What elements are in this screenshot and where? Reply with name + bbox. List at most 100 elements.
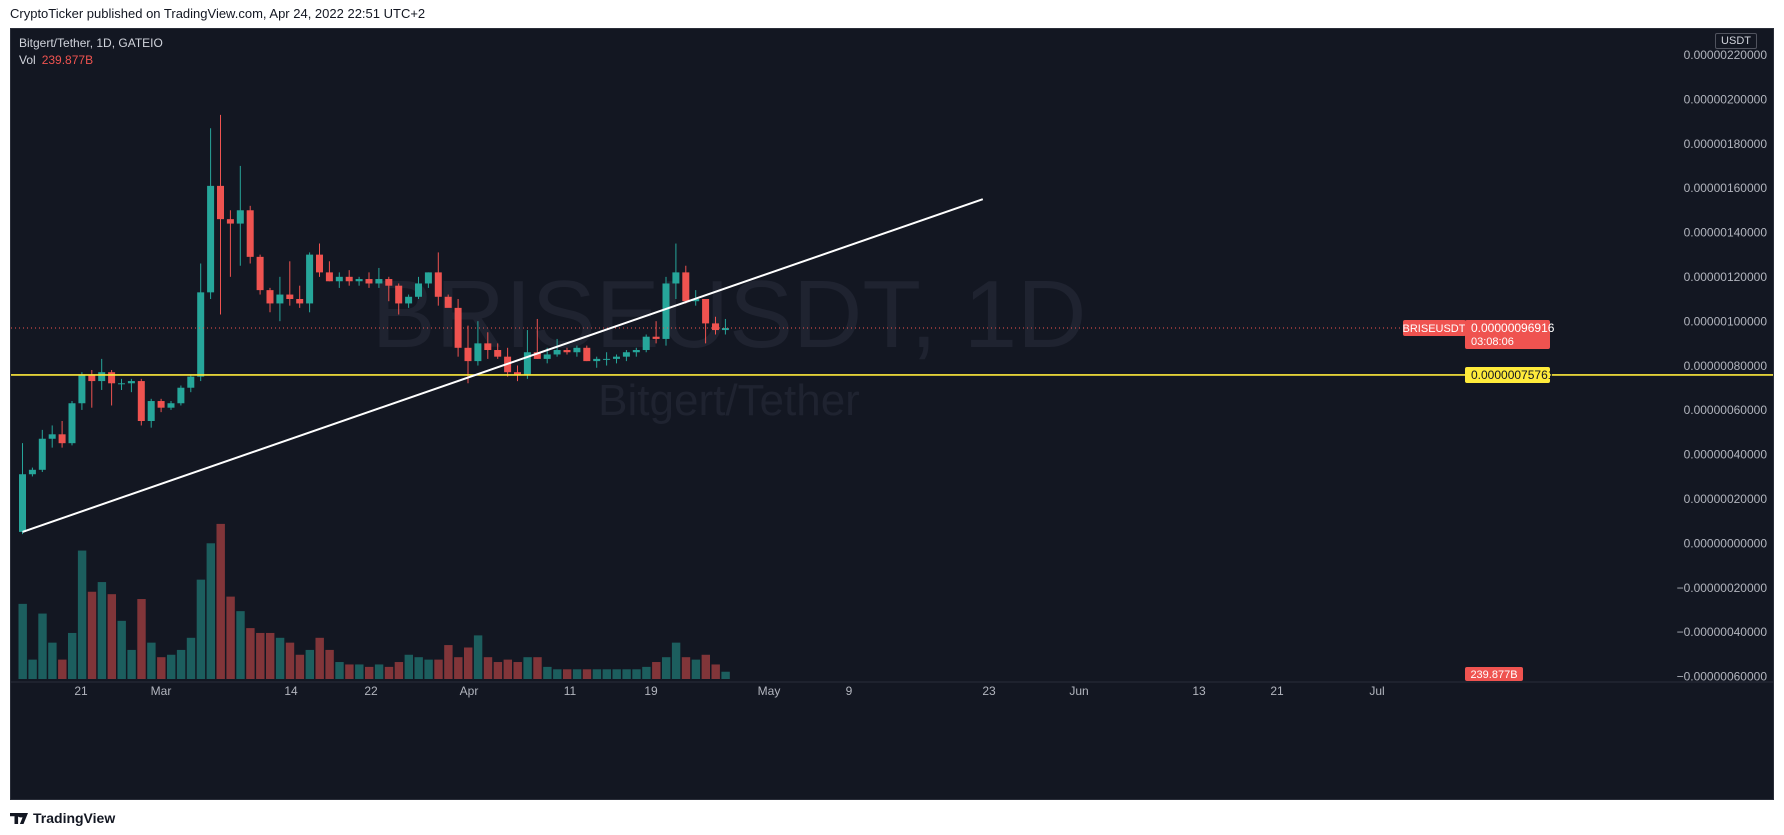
volume-bar	[167, 654, 176, 679]
volume-bar	[473, 635, 483, 679]
brand-name: TradingView	[33, 810, 116, 826]
candle-body	[692, 299, 700, 302]
y-axis-tick: 0.00000220000	[1684, 48, 1768, 62]
volume-bar	[652, 662, 661, 679]
candle-body	[652, 336, 660, 339]
y-axis-tick: −0.00000020000	[1677, 581, 1768, 595]
x-axis-tick: Mar	[151, 684, 172, 698]
volume-bar	[117, 620, 126, 679]
x-axis-tick: 13	[1192, 684, 1206, 698]
candle-body	[276, 294, 284, 304]
candle-body	[642, 336, 650, 351]
candle-body	[286, 294, 294, 299]
volume-bar	[642, 666, 651, 679]
volume-bar	[97, 582, 107, 679]
candle-body	[197, 292, 205, 377]
volume-bar	[246, 628, 255, 679]
volume-bar	[68, 632, 77, 679]
y-axis-tick: 0.00000160000	[1684, 181, 1768, 195]
candlestick-chart[interactable]: BRISEUSDT, 1D Bitgert/Tether 0.00000220000…	[11, 29, 1773, 799]
candle-body	[306, 254, 314, 304]
candle-body	[424, 272, 432, 284]
volume-bar	[305, 649, 314, 679]
volume-bar	[295, 654, 305, 679]
volume-bar	[612, 669, 621, 679]
last-price-value: 0.00000096916	[1471, 321, 1555, 335]
candle-body	[345, 276, 353, 282]
volume-bar	[602, 669, 611, 679]
volume-bar	[711, 664, 720, 679]
volume-bar	[632, 669, 641, 679]
y-axis-tick: 0.00000080000	[1684, 359, 1768, 373]
candle-body	[415, 283, 422, 297]
candle-body	[464, 347, 472, 362]
volume-bar	[87, 591, 97, 679]
volume-bar	[434, 659, 443, 679]
volume-bar	[483, 657, 493, 679]
candle-body	[246, 210, 254, 257]
volume-bar	[384, 666, 394, 679]
volume-bar	[256, 632, 265, 679]
candle-body	[682, 272, 690, 302]
volume-bar	[325, 649, 334, 679]
currency-tag[interactable]: USDT	[1715, 33, 1757, 49]
candle-body	[108, 372, 116, 384]
volume-bar	[424, 659, 433, 679]
x-axis-tick: Apr	[460, 684, 479, 698]
volume-bar	[671, 642, 681, 679]
candle-body	[702, 299, 710, 324]
volume-bar	[236, 611, 245, 679]
candle-body	[38, 438, 46, 470]
x-axis-tick: 21	[74, 684, 88, 698]
candle-body	[157, 401, 165, 408]
volume-bar	[315, 637, 324, 679]
x-axis-tick: 9	[846, 684, 853, 698]
candle-body	[672, 272, 680, 284]
volume-legend: Vol 239.877B	[19, 52, 163, 69]
volume-bar	[176, 649, 186, 679]
candle-body	[583, 347, 591, 362]
candle-body	[207, 185, 215, 293]
volume-bar	[523, 657, 532, 679]
volume-bar	[701, 654, 710, 679]
candle-body	[385, 279, 393, 286]
candle-body	[563, 350, 571, 353]
volume-bar	[58, 659, 67, 679]
volume-bar	[553, 669, 562, 679]
candle-body	[296, 299, 304, 304]
trend-line	[22, 198, 984, 533]
watermark-name: Bitgert/Tether	[598, 376, 860, 425]
candle-body	[217, 185, 224, 220]
volume-bar	[365, 666, 374, 679]
x-axis-tick: May	[758, 684, 781, 698]
support-line-label	[1465, 366, 1550, 383]
candle-body	[375, 279, 383, 284]
chart-frame[interactable]: BRISEUSDT, 1D Bitgert/Tether 0.00000220000…	[10, 28, 1774, 800]
volume-bar	[355, 664, 364, 679]
volume-bar	[266, 632, 275, 679]
volume-bar	[582, 669, 592, 679]
candle-body	[78, 374, 86, 404]
volume-bar	[157, 657, 166, 679]
volume-bar	[721, 671, 730, 679]
candle-body	[444, 296, 452, 308]
watermark-ticker: BRISEUSDT, 1D	[372, 261, 1087, 368]
candle-body	[68, 403, 76, 444]
candle-body	[454, 307, 462, 348]
symbol-info: Bitgert/Tether, 1D, GATEIO	[19, 36, 163, 50]
candle-body	[335, 276, 343, 282]
candle-body	[325, 272, 333, 282]
candle-body	[177, 387, 185, 404]
candle-body	[137, 381, 145, 421]
volume-bar	[662, 657, 671, 679]
y-axis-tick: 0.00000140000	[1684, 226, 1768, 240]
volume-axis-label	[1465, 667, 1523, 681]
volume-bar	[196, 579, 206, 679]
candle-body	[58, 434, 66, 444]
volume-bar	[137, 599, 146, 679]
candle-body	[28, 469, 36, 475]
volume-bar	[345, 664, 354, 679]
tradingview-logo[interactable]: TradingView	[10, 810, 115, 826]
x-axis-tick: 23	[982, 684, 996, 698]
volume-bar	[107, 594, 116, 679]
